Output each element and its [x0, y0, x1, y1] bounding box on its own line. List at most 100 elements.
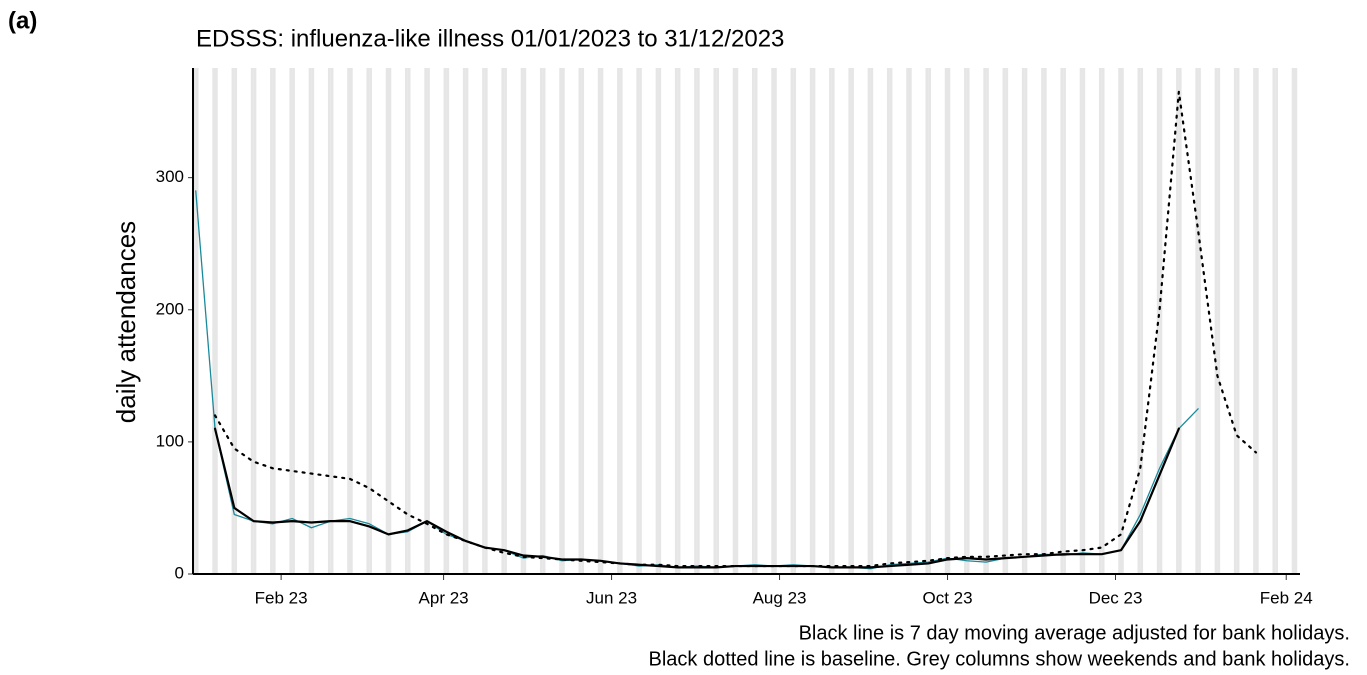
- weekend-column: [677, 68, 681, 574]
- weekend-column: [1082, 68, 1086, 574]
- weekend-column: [658, 68, 662, 574]
- weekend-column: [964, 68, 967, 574]
- weekend-column: [327, 68, 331, 574]
- weekend-column: [308, 68, 312, 574]
- weekend-column: [752, 68, 755, 574]
- weekend-column: [867, 68, 871, 574]
- weekend-column: [655, 68, 659, 574]
- weekend-column: [523, 68, 527, 574]
- weekend-column: [272, 68, 276, 574]
- weekend-column: [696, 68, 700, 574]
- weekend-column: [581, 68, 585, 574]
- weekend-column: [1272, 68, 1276, 574]
- caption: Black line is 7 day moving average adjus…: [799, 622, 1350, 644]
- y-tick-label: 0: [175, 563, 184, 582]
- weekend-column: [250, 68, 254, 574]
- weekend-column: [790, 68, 794, 574]
- weekend-column: [501, 68, 505, 574]
- weekend-column: [1060, 68, 1064, 574]
- weekend-column: [1255, 68, 1259, 574]
- weekend-column: [482, 68, 485, 574]
- weekend-column: [405, 68, 408, 574]
- caption: Black dotted line is baseline. Grey colu…: [648, 648, 1350, 670]
- weekend-column: [369, 68, 372, 574]
- weekend-column: [289, 68, 293, 574]
- weekend-column: [1101, 68, 1105, 574]
- weekend-column: [446, 68, 450, 574]
- weekend-column: [578, 68, 582, 574]
- weekend-column: [1195, 68, 1199, 574]
- weekend-column: [465, 68, 469, 574]
- weekend-column: [1198, 68, 1201, 574]
- weekend-column: [619, 68, 623, 574]
- x-tick-label: Feb 23: [255, 588, 308, 607]
- weekend-column: [735, 68, 739, 574]
- weekend-column: [848, 68, 852, 574]
- weekend-column: [966, 68, 970, 574]
- weekend-column: [1063, 68, 1066, 574]
- weekend-column: [427, 68, 430, 574]
- weekend-column: [424, 68, 428, 574]
- weekend-column: [504, 68, 507, 574]
- weekend-column: [925, 68, 929, 574]
- weekend-column: [215, 68, 218, 574]
- x-tick-label: Jun 23: [586, 588, 637, 607]
- weekend-column: [388, 68, 392, 574]
- weekend-column: [311, 68, 315, 574]
- weekend-column: [639, 68, 642, 574]
- weekend-column: [983, 68, 987, 574]
- weekend-column: [1291, 68, 1295, 574]
- y-axis-label: daily attendances: [111, 221, 141, 423]
- weekend-column: [1236, 68, 1240, 574]
- weekend-column: [234, 68, 238, 574]
- weekend-column: [716, 68, 719, 574]
- weekend-column: [713, 68, 717, 574]
- y-tick-label: 100: [156, 431, 184, 450]
- weekend-column: [1137, 68, 1141, 574]
- weekend-column: [1043, 68, 1047, 574]
- x-tick-label: Feb 24: [1260, 588, 1313, 607]
- weekend-column: [1041, 68, 1044, 574]
- weekend-column: [732, 68, 736, 574]
- weekend-column: [1233, 68, 1237, 574]
- weekend-column: [1178, 68, 1182, 574]
- weekend-column: [986, 68, 989, 574]
- weekend-column: [809, 68, 813, 574]
- weekend-column: [559, 68, 562, 574]
- weekend-column: [330, 68, 334, 574]
- weekend-column: [195, 68, 199, 574]
- weekend-column: [1217, 68, 1221, 574]
- weekend-column: [539, 68, 543, 574]
- weekend-column: [347, 68, 350, 574]
- x-tick-label: Oct 23: [922, 588, 972, 607]
- weekend-column: [906, 68, 909, 574]
- weekend-column: [1002, 68, 1006, 574]
- weekend-column: [754, 68, 758, 574]
- series-line: [213, 427, 1180, 569]
- weekend-column: [829, 68, 832, 574]
- weekend-column: [1159, 68, 1163, 574]
- weekend-column: [1121, 68, 1124, 574]
- panel-label: (a): [8, 7, 37, 34]
- weekend-column: [1140, 68, 1144, 574]
- weekend-column: [1098, 68, 1102, 574]
- weekend-column: [928, 68, 931, 574]
- weekend-column: [947, 68, 951, 574]
- y-tick-label: 300: [156, 167, 184, 186]
- weekend-column: [831, 68, 835, 574]
- weekend-column: [484, 68, 488, 574]
- weekend-column: [1079, 68, 1083, 574]
- weekend-column: [774, 68, 777, 574]
- weekend-column: [870, 68, 874, 574]
- weekend-column: [771, 68, 775, 574]
- series-line: [213, 90, 1258, 568]
- weekend-column: [886, 68, 890, 574]
- weekend-column: [600, 68, 604, 574]
- weekend-column: [889, 68, 893, 574]
- plot: 0 100 200 300 Feb 23 Apr 23 Jun 23 Aug 23 Oct 23…: [156, 68, 1313, 607]
- weekend-column: [349, 68, 353, 574]
- weekend-column: [636, 68, 640, 574]
- x-tick-label: Apr 23: [419, 588, 469, 607]
- weekend-column: [212, 68, 216, 574]
